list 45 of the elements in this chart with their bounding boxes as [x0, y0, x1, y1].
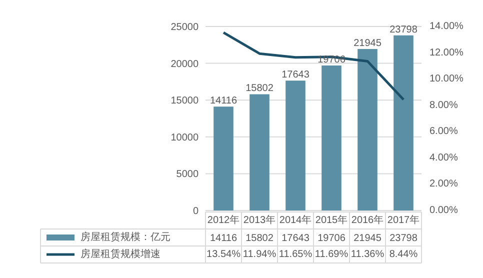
y2-tick-label: 6.00%	[430, 126, 458, 138]
bar	[214, 106, 234, 210]
data-label: 13.54%	[206, 249, 241, 260]
annotation: 21945	[354, 38, 382, 49]
x-tick-label: 2015年	[315, 214, 348, 226]
bar	[358, 48, 378, 210]
y-tick-label: 20000	[170, 58, 199, 70]
bar	[286, 80, 306, 210]
x-tick-label: 2016年	[351, 214, 384, 226]
y-tick-label: 5000	[176, 169, 199, 180]
data-label: 19706	[318, 233, 346, 244]
bar	[250, 94, 270, 210]
data-label: 8.44%	[389, 249, 418, 260]
y2-tick-label: 14.00%	[430, 21, 464, 32]
annotation: 17643	[282, 70, 310, 81]
x-tick-label: 2017年	[387, 214, 420, 226]
annotation: 23798	[390, 24, 418, 36]
y-tick-label: 25000	[170, 22, 199, 33]
legend-label: 房屋租赁规模增速	[80, 248, 160, 260]
x-tick-label: 2014年	[279, 214, 312, 226]
y2-tick-label: 8.00%	[430, 100, 458, 111]
data-label: 17643	[282, 233, 310, 244]
data-label: 11.69%	[314, 249, 348, 260]
bar	[322, 65, 342, 210]
y2-tick-label: 0.00%	[430, 205, 458, 216]
y-tick-label: 15000	[170, 96, 199, 107]
data-label: 11.65%	[278, 249, 312, 260]
data-label: 15802	[246, 233, 274, 244]
data-label: 21945	[354, 233, 382, 244]
y2-tick-label: 10.00%	[430, 74, 464, 85]
annotation: 15802	[246, 83, 274, 94]
y-tick-label: 0	[192, 206, 199, 217]
data-label: 11.36%	[350, 249, 384, 260]
x-tick-label: 2012年	[207, 214, 240, 226]
legend-label: 房屋租赁规模：亿元	[80, 231, 170, 243]
y2-tick-label: 2.00%	[430, 178, 458, 190]
y2-tick-label: 4.00%	[430, 152, 458, 164]
data-label: 23798	[390, 233, 418, 244]
data-label: 14116	[210, 233, 238, 244]
annotation: 14116	[210, 96, 238, 107]
y2-tick-label: 12.00%	[430, 47, 464, 58]
bar	[394, 35, 414, 210]
y-tick-label: 10000	[170, 132, 199, 144]
data-label: 11.94%	[242, 249, 276, 260]
x-tick-label: 2013年	[243, 214, 276, 226]
